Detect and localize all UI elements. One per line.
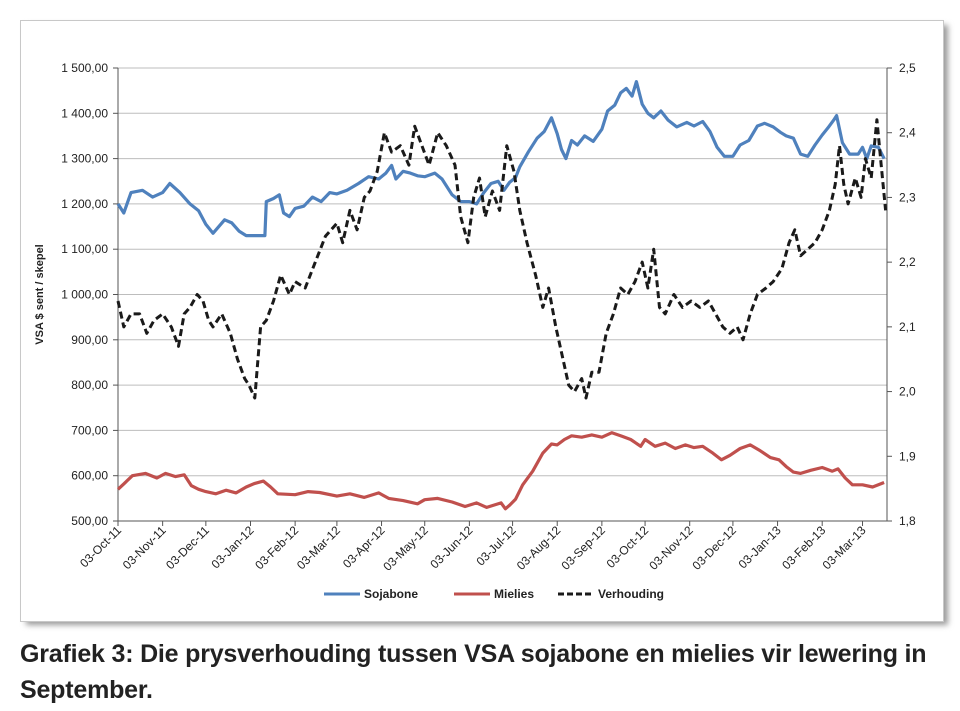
y-left-tick-label: 1 500,00 [61,61,108,75]
x-tick-label: 03-May-12 [380,523,431,574]
series-line-mielies [116,431,885,511]
x-tick-label: 03-Dec-11 [163,523,212,572]
x-tick-label: 03-Feb-12 [252,523,301,572]
y-axis-title: VSA $ sent / skepel [34,244,46,344]
series-line-sojabone [116,79,886,238]
y-right-tick-label: 2,0 [899,385,916,399]
x-tick-label: 03-Jan-12 [208,523,256,571]
y-left-tick-label: 700,00 [71,423,108,437]
x-tick-label: 03-Jul-12 [473,523,519,569]
x-tick-label: 03-Jun-12 [427,523,475,571]
y-right-tick-label: 2,5 [899,61,916,75]
legend-label-verhouding: Verhouding [598,587,664,601]
x-tick-label: 03-Nov-11 [120,523,169,572]
y-right-tick-label: 1,9 [899,449,916,463]
y-right-tick-label: 2,2 [899,255,916,269]
line-chart: 500,00 600,00 700,00 800,00 900,00 1 000,00 1 … [34,61,916,601]
x-tick-label: 03-Jan-13 [736,523,784,571]
y-left-tick-label: 1 400,00 [61,106,108,120]
x-tick-label: 03-Dec-12 [690,523,740,573]
chart-panel: 500,00 600,00 700,00 800,00 900,00 1 000,00 1 … [20,20,944,622]
series-line-verhouding [116,118,888,400]
y-right-tick-label: 2,3 [899,190,916,204]
y-left-tick-label: 600,00 [71,469,108,483]
x-tick-label: 03-Oct-12 [604,523,652,571]
x-tick-label: 03-Mar-13 [820,523,869,572]
y-left-tick-label: 900,00 [71,333,108,347]
y-left-tick-label: 1 100,00 [61,242,108,256]
y-left-tick-label: 500,00 [71,514,108,528]
y-left-tick-label: 1 300,00 [61,152,108,166]
y-left-tick-label: 1 000,00 [61,288,108,302]
legend-label-mielies: Mielies [494,587,534,601]
y-left-tick-label: 800,00 [71,378,108,392]
y-right-tick-label: 2,1 [899,320,916,334]
y-left-tick-label: 1 200,00 [61,197,108,211]
x-tick-label: 03-Mar-12 [294,523,343,572]
x-tick-label: 03-Aug-12 [514,523,564,573]
x-tick-label: 03-Oct-11 [77,523,124,570]
x-tick-label: 03-Nov-12 [646,523,696,573]
y-right-tick-label: 2,4 [899,126,916,140]
x-tick-label: 03-Sep-12 [558,523,608,573]
legend-label-sojabone: Sojabone [364,587,418,601]
figure-caption: Grafiek 3: Die prysverhouding tussen VSA… [20,640,927,704]
y-right-tick-label: 1,8 [899,514,916,528]
